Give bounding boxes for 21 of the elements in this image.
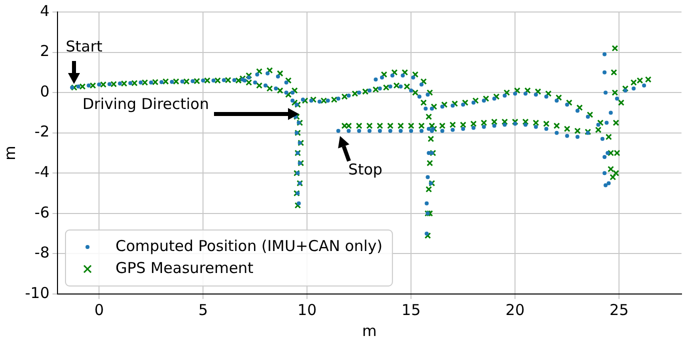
- y-axis-title: m: [0, 146, 19, 160]
- annotation: Stop: [348, 160, 382, 179]
- x-tick-label: 15: [402, 300, 421, 319]
- legend-label: Computed Position (IMU+CAN only): [116, 236, 382, 255]
- y-tick-label: 4: [40, 2, 50, 20]
- x-tick-label: 0: [94, 300, 104, 319]
- annotation: Driving Direction: [82, 94, 209, 113]
- y-tick-label: -8: [34, 244, 50, 262]
- x-tick-label: 5: [198, 300, 208, 319]
- annotation: Start: [66, 37, 102, 56]
- y-tick-label: -2: [34, 122, 50, 141]
- x-axis-title: m: [362, 322, 377, 340]
- legend-label: GPS Measurement: [116, 258, 254, 277]
- y-tick-label: -6: [34, 203, 50, 222]
- x-tick-label: 25: [610, 300, 629, 319]
- y-tick-label: -10: [25, 284, 50, 302]
- x-tick-label: 10: [298, 300, 317, 319]
- y-tick-label: 0: [40, 82, 50, 100]
- x-tick-label: 20: [506, 300, 525, 319]
- y-tick-label: 2: [40, 42, 50, 60]
- y-tick-label: -4: [34, 163, 50, 182]
